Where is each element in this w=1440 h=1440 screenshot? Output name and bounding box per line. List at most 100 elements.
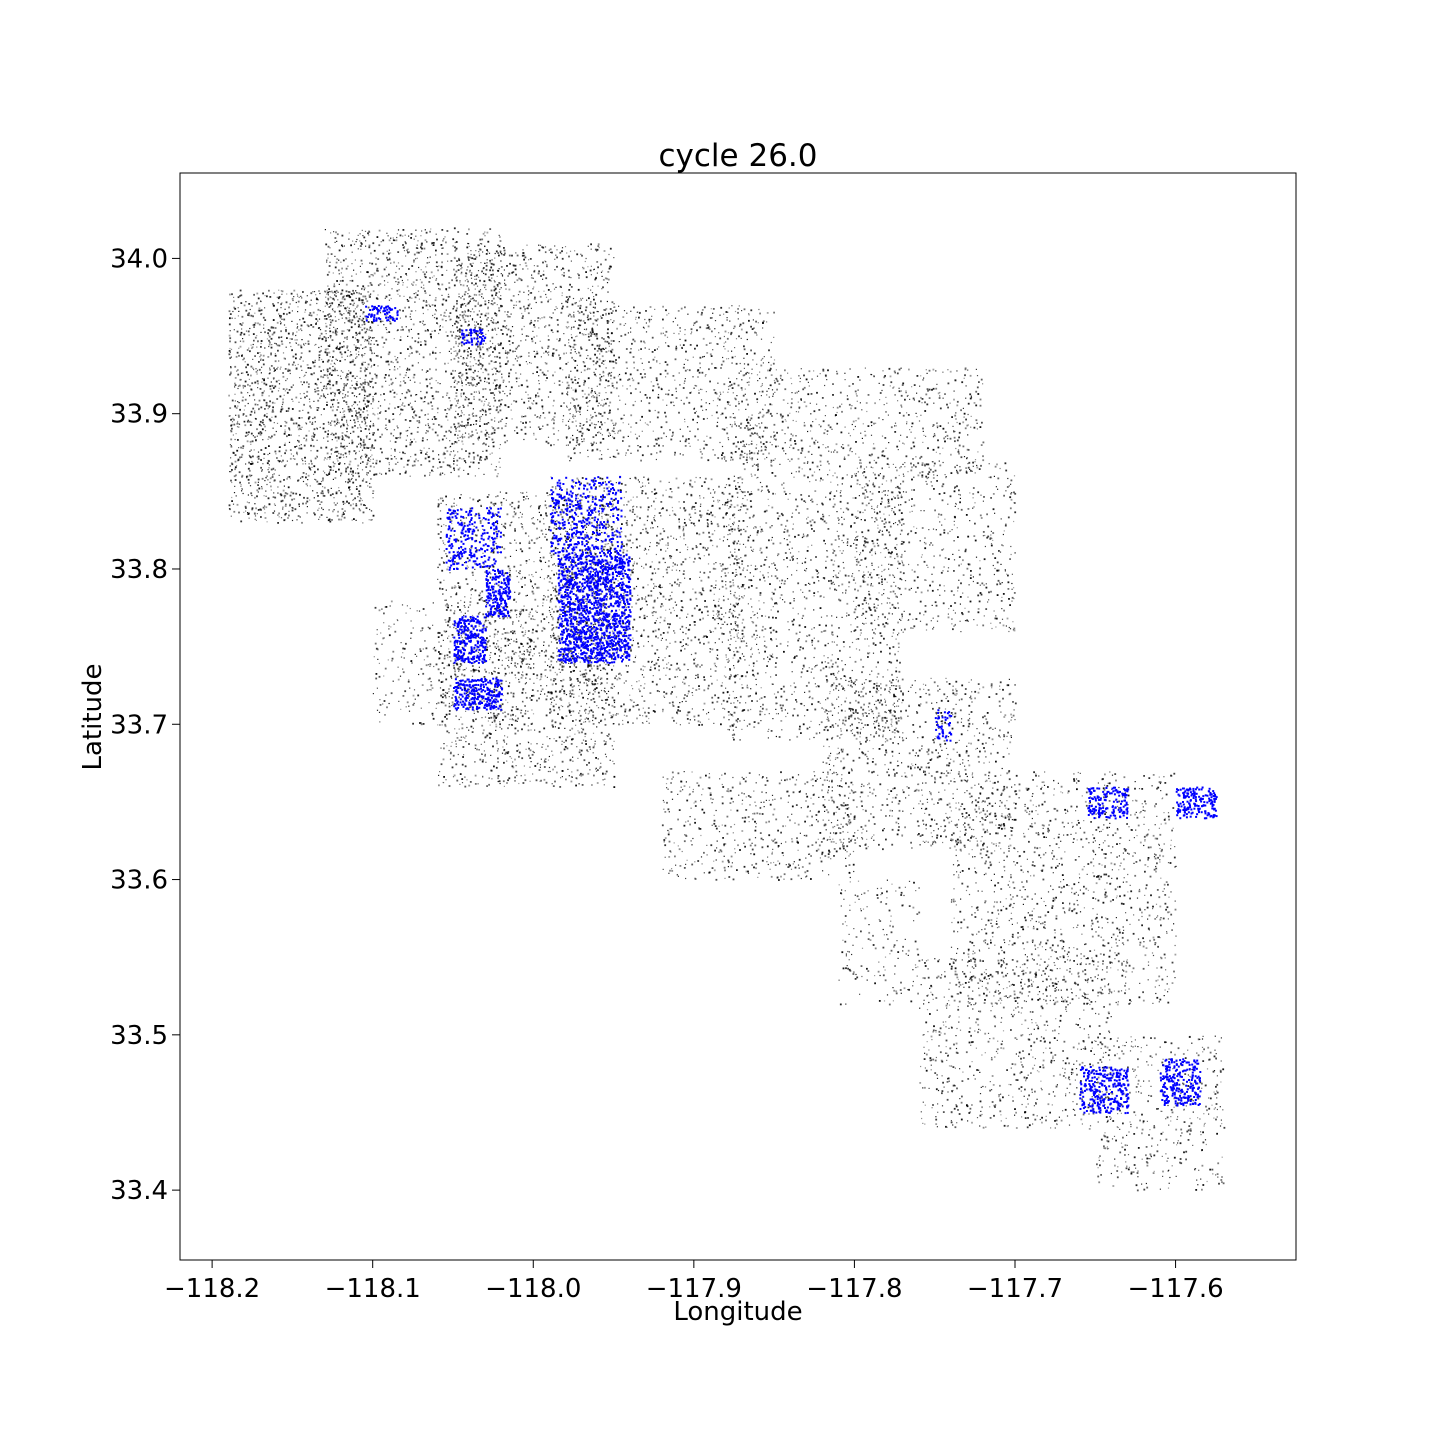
building-point <box>450 352 452 354</box>
building-point <box>355 412 358 414</box>
building-point <box>478 332 480 334</box>
building-point <box>467 404 469 407</box>
building-point <box>492 351 494 353</box>
building-point <box>287 486 290 489</box>
building-point <box>739 454 742 457</box>
building-point <box>323 387 325 389</box>
building-point <box>590 289 592 291</box>
building-point <box>455 410 457 412</box>
building-point <box>363 397 366 399</box>
building-point <box>351 473 353 475</box>
building-point <box>476 321 478 323</box>
building-point <box>394 391 396 393</box>
building-point <box>359 386 361 388</box>
building-point <box>491 452 493 454</box>
building-point <box>253 368 255 371</box>
building-point <box>529 397 532 400</box>
building-point <box>395 271 397 274</box>
building-point <box>412 284 414 286</box>
building-point <box>403 250 406 252</box>
building-point <box>506 325 508 327</box>
building-point <box>383 393 385 395</box>
building-point <box>283 394 285 396</box>
building-point <box>480 400 483 403</box>
building-point <box>601 415 604 417</box>
building-point <box>475 420 478 422</box>
building-point <box>415 271 417 273</box>
building-point <box>746 419 748 422</box>
building-point <box>379 436 382 438</box>
building-point <box>329 319 331 321</box>
building-point <box>429 378 431 380</box>
building-point <box>316 407 318 409</box>
building-point <box>365 405 367 408</box>
building-point <box>577 410 579 412</box>
building-point <box>369 482 371 485</box>
building-point <box>463 436 466 438</box>
building-point <box>585 401 588 404</box>
building-point <box>454 337 457 339</box>
building-point <box>577 381 579 384</box>
building-point <box>321 389 323 392</box>
building-point <box>344 396 346 398</box>
building-point <box>569 442 571 444</box>
building-point <box>358 347 360 349</box>
building-point <box>264 517 267 519</box>
building-point <box>535 301 537 304</box>
building-point <box>672 375 675 377</box>
building-point <box>498 447 501 450</box>
building-point <box>627 435 629 437</box>
building-point <box>451 279 453 282</box>
building-point <box>276 422 279 424</box>
building-point <box>606 300 608 303</box>
building-point <box>356 292 358 294</box>
building-point <box>533 350 535 352</box>
building-point <box>760 364 763 367</box>
building-point <box>329 291 331 293</box>
building-point <box>582 361 584 363</box>
building-point <box>366 416 368 419</box>
building-point <box>397 368 399 370</box>
building-point <box>254 403 257 406</box>
building-point <box>497 252 500 254</box>
building-point <box>390 458 393 460</box>
building-point <box>325 333 327 335</box>
building-point <box>272 319 275 321</box>
building-point <box>640 459 642 462</box>
building-point <box>462 362 464 364</box>
building-point <box>258 408 260 411</box>
building-point <box>308 418 310 420</box>
building-point <box>501 373 503 375</box>
building-point <box>362 311 365 314</box>
building-point <box>421 247 423 250</box>
building-point <box>460 410 463 412</box>
building-point <box>764 448 767 451</box>
building-point <box>358 508 360 510</box>
building-point <box>538 383 540 385</box>
building-point <box>613 437 616 440</box>
building-point <box>405 315 407 318</box>
building-point <box>492 263 494 266</box>
building-point <box>314 470 316 473</box>
building-point <box>408 329 410 331</box>
building-point <box>278 344 281 347</box>
building-point <box>629 351 632 354</box>
building-point <box>461 363 464 365</box>
building-point <box>597 245 600 247</box>
building-point <box>345 310 348 312</box>
building-point <box>467 252 469 255</box>
building-point <box>495 294 497 296</box>
building-point <box>418 251 420 254</box>
building-point <box>396 265 398 267</box>
building-point <box>368 393 371 396</box>
building-point <box>435 249 437 252</box>
building-point <box>492 392 494 394</box>
building-point <box>638 349 640 351</box>
building-point <box>439 383 441 385</box>
building-point <box>328 290 330 292</box>
building-point <box>739 362 741 365</box>
building-point <box>332 331 334 334</box>
building-point <box>516 355 518 357</box>
building-point <box>458 415 460 418</box>
building-point <box>526 363 529 365</box>
